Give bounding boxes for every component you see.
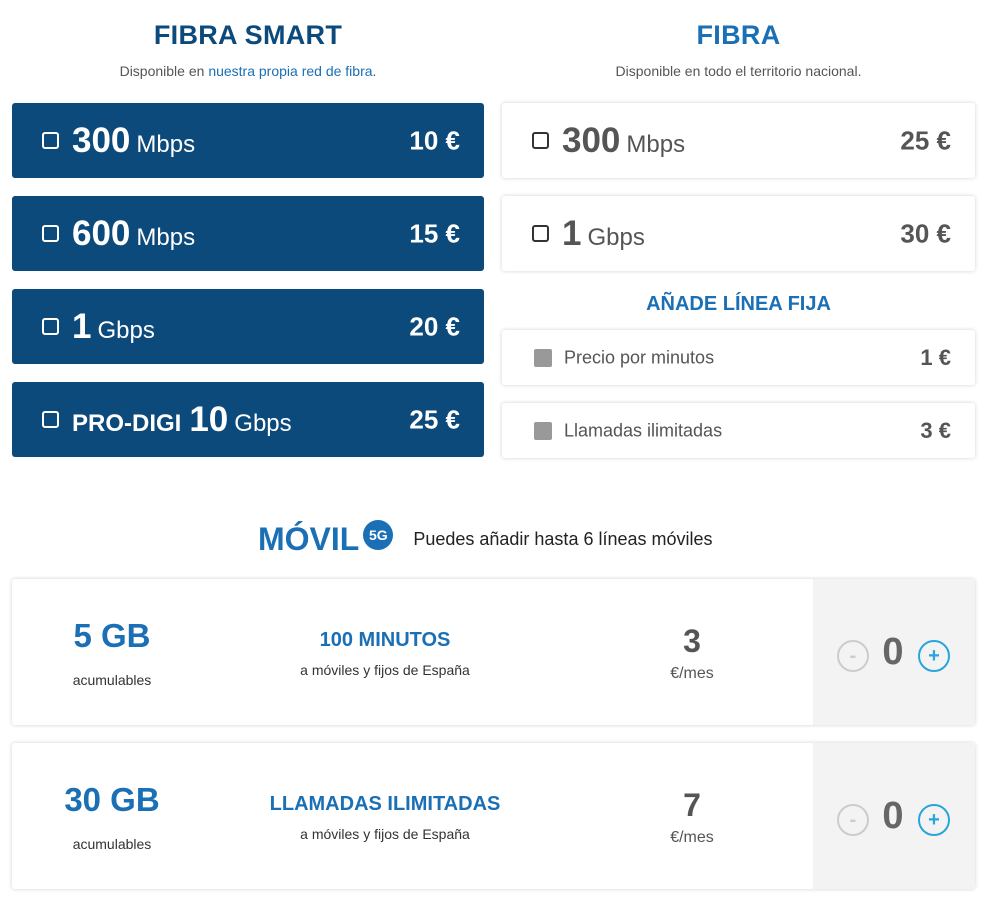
quantity-value: 0 xyxy=(882,631,904,673)
checkbox[interactable] xyxy=(534,348,552,367)
linea-fija-title: AÑADE LÍNEA FIJA xyxy=(646,293,831,315)
checkbox[interactable] xyxy=(42,317,59,335)
option-price: 20 € xyxy=(409,311,460,341)
speed-label: 600 Mbps xyxy=(72,214,195,254)
fibra-smart-option-pro-digi-10gbps[interactable]: PRO-DIGI 10 Gbps 25 € xyxy=(12,382,484,457)
option-label: Precio por minutos xyxy=(564,347,715,367)
plan-price-unit: €/mes xyxy=(670,829,714,846)
speed-label: 300 Mbps xyxy=(562,121,685,161)
movil-title: MÓVIL xyxy=(258,520,360,557)
plan-data: 30 GB xyxy=(64,781,160,818)
quantity-stepper: - 0 + xyxy=(813,743,975,889)
option-price: 15 € xyxy=(409,218,460,248)
fibra-option-300mbps[interactable]: 300 Mbps 25 € xyxy=(502,103,975,178)
speed-number: 300 xyxy=(562,120,621,160)
fibra-smart-option-600mbps[interactable]: 600 Mbps 15 € xyxy=(12,196,484,271)
option-price: 3 € xyxy=(920,417,951,443)
checkbox[interactable] xyxy=(532,131,549,149)
speed-number: 1 xyxy=(72,306,92,346)
speed-number: 600 xyxy=(72,213,131,253)
speed-label: PRO-DIGI 10 Gbps xyxy=(72,400,292,440)
speed-unit: Mbps xyxy=(136,223,196,251)
checkbox[interactable] xyxy=(42,131,59,149)
plan-price: 3 xyxy=(683,623,701,659)
speed-prefix: PRO-DIGI xyxy=(72,409,182,437)
checkbox[interactable] xyxy=(534,421,552,440)
plan-price: 7 xyxy=(683,787,701,823)
speed-unit: Mbps xyxy=(626,130,686,158)
movil-subtitle: Puedes añadir hasta 6 líneas móviles xyxy=(413,528,713,549)
option-price: 25 € xyxy=(409,404,460,434)
option-price: 10 € xyxy=(409,125,460,155)
fibra-smart-option-300mbps[interactable]: 300 Mbps 10 € xyxy=(12,103,484,178)
fibra-smart-subtitle-suffix: . xyxy=(372,63,377,79)
quantity-value: 0 xyxy=(882,795,904,837)
speed-unit: Gbps xyxy=(587,223,645,251)
plan-minutes: 100 MINUTOS xyxy=(319,629,451,651)
fibra-title: FIBRA xyxy=(696,20,781,50)
plan-minutes-note: a móviles y fijos de España xyxy=(300,662,470,678)
checkbox[interactable] xyxy=(532,224,549,242)
checkbox[interactable] xyxy=(42,224,59,242)
plan-price-unit: €/mes xyxy=(670,665,714,682)
movil-plan-30gb: 30 GB acumulables LLAMADAS ILIMITADAS a … xyxy=(12,743,975,889)
plan-minutes: LLAMADAS ILIMITADAS xyxy=(269,793,501,815)
speed-unit: Gbps xyxy=(234,409,292,437)
plan-data-note: acumulables xyxy=(72,836,152,852)
plan-data: 5 GB xyxy=(73,617,151,654)
fibra-smart-subtitle-prefix: Disponible en xyxy=(119,63,209,79)
speed-label: 1 Gbps xyxy=(562,214,645,254)
speed-unit: Mbps xyxy=(136,130,196,158)
speed-label: 1 Gbps xyxy=(72,307,155,347)
checkbox[interactable] xyxy=(42,410,59,428)
fibra-option-1gbps[interactable]: 1 Gbps 30 € xyxy=(502,196,975,271)
speed-number: 10 xyxy=(189,399,229,439)
fibra-smart-title: FIBRA SMART xyxy=(153,20,343,50)
plan-minutes-note: a móviles y fijos de España xyxy=(300,826,470,842)
linea-fija-option-llamadas-ilimitadas[interactable]: Llamadas ilimitadas 3 € xyxy=(502,403,975,458)
speed-number: 1 xyxy=(562,213,582,253)
option-label: Llamadas ilimitadas xyxy=(564,420,723,440)
linea-fija-option-precio-minutos[interactable]: Precio por minutos 1 € xyxy=(502,330,975,385)
speed-label: 300 Mbps xyxy=(72,121,195,161)
option-price: 25 € xyxy=(900,125,951,155)
option-price: 1 € xyxy=(920,344,951,370)
plan-data-note: acumulables xyxy=(72,672,152,688)
increment-button[interactable]: + xyxy=(918,640,950,672)
option-price: 30 € xyxy=(900,218,951,248)
movil-plan-5gb: 5 GB acumulables 100 MINUTOS a móviles y… xyxy=(12,579,975,725)
decrement-button[interactable]: - xyxy=(837,640,869,672)
speed-number: 300 xyxy=(72,120,131,160)
speed-unit: Gbps xyxy=(97,316,155,344)
increment-button[interactable]: + xyxy=(918,804,950,836)
quantity-stepper: - 0 + xyxy=(813,579,975,725)
decrement-button[interactable]: - xyxy=(837,804,869,836)
fibra-network-link[interactable]: nuestra propia red de fibra xyxy=(208,63,373,79)
fibra-smart-subtitle: Disponible en nuestra propia red de fibr… xyxy=(12,63,484,79)
fibra-smart-option-1gbps[interactable]: 1 Gbps 20 € xyxy=(12,289,484,364)
5g-icon: 5G xyxy=(363,520,394,550)
fibra-subtitle: Disponible en todo el territorio naciona… xyxy=(615,63,862,79)
movil-header: MÓVIL 5G Puedes añadir hasta 6 líneas mó… xyxy=(258,518,713,560)
